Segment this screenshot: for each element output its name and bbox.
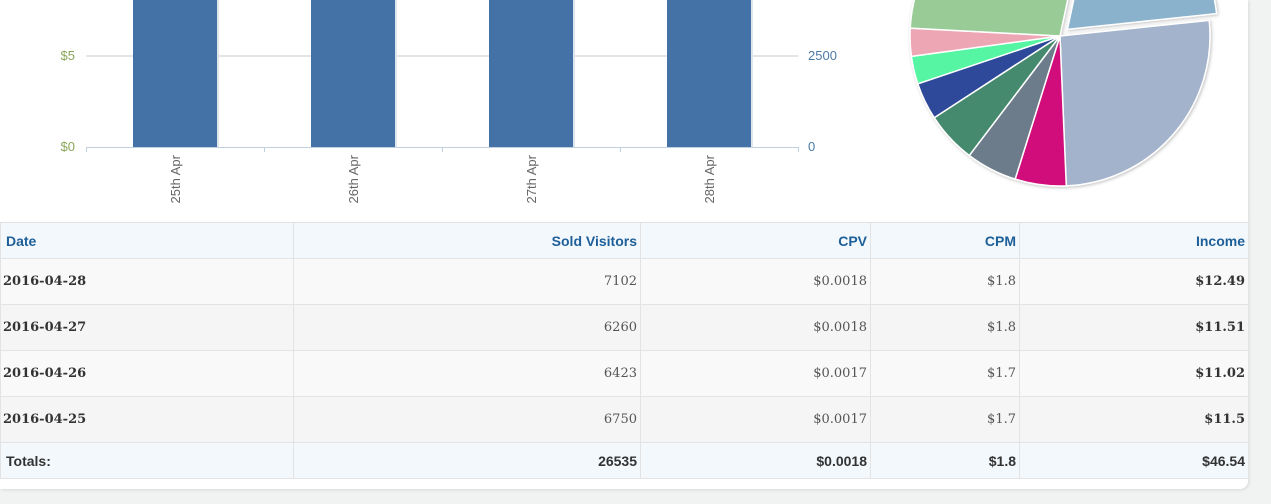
header-cpm[interactable]: CPM <box>870 222 1020 259</box>
pie-slice[interactable] <box>909 0 1091 37</box>
header-sold-visitors[interactable]: Sold Visitors <box>293 222 641 259</box>
stats-panel: 25th Apr 26th Apr 27th Apr 28th Apr $0 $5 0 250… <box>0 0 1249 489</box>
totals-row: Totals: 26535 $0.0018 $1.8 $46.54 <box>0 442 1249 479</box>
table-row: 2016-04-25 6750 $0.0017 $1.7 $11.5 <box>0 396 1249 443</box>
left-axis-tick-label: $0 <box>61 139 75 154</box>
table-row: 2016-04-28 7102 $0.0018 $1.8 $12.49 <box>0 258 1249 305</box>
x-tick-label: 28th Apr <box>702 154 717 203</box>
cell-cpv: $0.0017 <box>640 396 871 443</box>
bar[interactable] <box>489 0 573 147</box>
cell-cpm: $1.8 <box>870 304 1020 351</box>
pie-slices <box>909 0 1218 187</box>
table-row: 2016-04-26 6423 $0.0017 $1.7 $11.02 <box>0 350 1249 397</box>
table-header-row: Date Sold Visitors CPV CPM Income <box>0 222 1249 259</box>
left-axis-tick-label: $5 <box>61 48 75 63</box>
total-income: $46.54 <box>1019 442 1249 479</box>
table-row: 2016-04-27 6260 $0.0018 $1.8 $11.51 <box>0 304 1249 351</box>
cell-cpv: $0.0018 <box>640 258 871 305</box>
x-tick-label: 27th Apr <box>524 154 539 203</box>
cell-cpv: $0.0017 <box>640 350 871 397</box>
income-pie-chart <box>909 0 1218 187</box>
pie-slice[interactable] <box>1059 19 1211 187</box>
cell-cpm: $1.8 <box>870 258 1020 305</box>
x-tick-label: 25th Apr <box>168 154 183 203</box>
cell-date: 2016-04-28 <box>0 258 294 305</box>
right-axis-tick-label: 0 <box>808 139 815 154</box>
cell-cpm: $1.7 <box>870 396 1020 443</box>
cell-date: 2016-04-26 <box>0 350 294 397</box>
cell-income: $11.02 <box>1019 350 1249 397</box>
pie-slice[interactable] <box>1066 0 1218 31</box>
cell-sold-visitors: 6750 <box>293 396 641 443</box>
charts-area: 25th Apr 26th Apr 27th Apr 28th Apr $0 $5 0 250… <box>0 0 1248 222</box>
cell-date: 2016-04-27 <box>0 304 294 351</box>
cell-cpv: $0.0018 <box>640 304 871 351</box>
header-income[interactable]: Income <box>1019 222 1249 259</box>
right-axis-tick-label: 2500 <box>808 48 837 63</box>
bar[interactable] <box>311 0 395 147</box>
cell-income: $11.51 <box>1019 304 1249 351</box>
cell-sold-visitors: 6260 <box>293 304 641 351</box>
total-sold-visitors: 26535 <box>293 442 641 479</box>
header-cpv[interactable]: CPV <box>640 222 871 259</box>
cell-sold-visitors: 6423 <box>293 350 641 397</box>
cell-income: $11.5 <box>1019 396 1249 443</box>
cell-income: $12.49 <box>1019 258 1249 305</box>
totals-label: Totals: <box>0 442 294 479</box>
header-date[interactable]: Date <box>0 222 294 259</box>
daily-bar-chart: 25th Apr 26th Apr 27th Apr 28th Apr $0 $5 0 250… <box>61 0 837 203</box>
stats-table: Date Sold Visitors CPV CPM Income 2016-0… <box>0 222 1249 479</box>
bar[interactable] <box>667 0 751 147</box>
x-tick-label: 26th Apr <box>346 154 361 203</box>
cell-sold-visitors: 7102 <box>293 258 641 305</box>
cell-date: 2016-04-25 <box>0 396 294 443</box>
total-cpv: $0.0018 <box>640 442 871 479</box>
cell-cpm: $1.7 <box>870 350 1020 397</box>
bar[interactable] <box>133 0 217 147</box>
total-cpm: $1.8 <box>870 442 1020 479</box>
